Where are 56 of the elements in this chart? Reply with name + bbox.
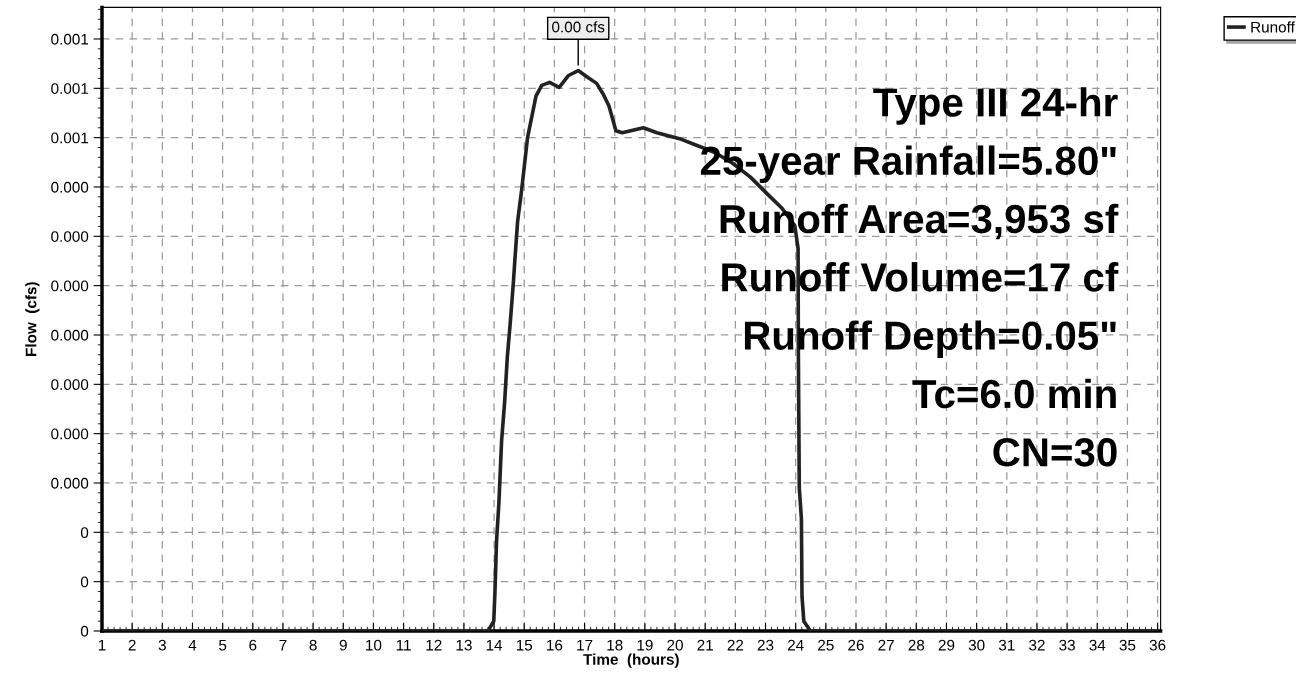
annotation: Type III 24-hr	[873, 87, 1118, 125]
x-tick-label: 27	[878, 639, 894, 651]
x-tick-label: 26	[848, 639, 864, 651]
x-tick-label: 33	[1059, 639, 1075, 651]
y-tick-label: 0	[80, 625, 89, 637]
x-tick-label: 16	[547, 639, 563, 651]
x-tick-label: 14	[486, 639, 503, 651]
y-tick-label: 0	[80, 576, 89, 588]
x-tick-label: 25	[818, 639, 834, 651]
y-tick-label: 0.000	[51, 477, 89, 489]
x-tick-label: 36	[1149, 639, 1166, 651]
x-tick-label: 12	[426, 639, 442, 651]
x-tick-label: 10	[366, 639, 382, 651]
legend-label: Runoff	[1251, 21, 1295, 33]
x-tick-label: 3	[158, 639, 166, 651]
x-tick-label: 32	[1029, 639, 1045, 651]
x-tick-label: 29	[938, 639, 955, 651]
x-tick-label: 2	[128, 639, 136, 651]
x-tick-label: 18	[607, 639, 623, 651]
x-tick-label: 8	[309, 639, 317, 651]
annotation: 0.00 cfs	[552, 21, 605, 33]
x-tick-label: 30	[968, 639, 985, 651]
x-tick-label: 28	[908, 639, 925, 651]
x-tick-label: 1	[98, 639, 106, 651]
x-tick-label: 4	[188, 639, 197, 651]
y-tick-label: 0.001	[51, 33, 89, 45]
x-tick-label: 20	[667, 639, 683, 651]
x-tick-label: 35	[1119, 639, 1136, 651]
y-tick-label: 0.000	[51, 329, 89, 341]
x-tick-label: 5	[219, 639, 227, 651]
y-tick-label: 0.000	[51, 181, 89, 193]
x-tick-label: 13	[456, 639, 472, 651]
x-tick-label: 11	[396, 639, 411, 651]
x-tick-label: 6	[249, 639, 257, 651]
x-tick-label: 9	[339, 639, 347, 651]
y-tick-label: 0.000	[51, 231, 89, 242]
annotation: Tc=6.0 min	[912, 378, 1116, 409]
x-tick-label: 22	[727, 639, 744, 651]
y-tick-label: 0.000	[51, 280, 89, 292]
y-tick-label: 0.001	[51, 132, 89, 144]
x-tick-label: 24	[787, 639, 804, 651]
x-tick-label: 17	[577, 639, 593, 651]
y-tick-label: 0.000	[51, 428, 89, 440]
y-axis-title: Flow (cfs)	[25, 282, 40, 356]
x-tick-label: 34	[1089, 639, 1106, 651]
x-tick-label: 7	[279, 639, 287, 651]
y-tick-label: 0	[80, 527, 89, 539]
x-tick-label: 15	[516, 639, 533, 651]
x-axis-title: Time (hours)	[583, 653, 679, 668]
annotation: CN=30	[993, 438, 1117, 467]
y-tick-label: 0.001	[51, 83, 89, 94]
y-tick-label: 0.000	[51, 379, 89, 391]
x-tick-label: 23	[757, 639, 774, 651]
x-tick-label: 21	[697, 639, 713, 651]
x-tick-label: 19	[637, 639, 653, 651]
x-tick-label: 31	[998, 639, 1015, 651]
